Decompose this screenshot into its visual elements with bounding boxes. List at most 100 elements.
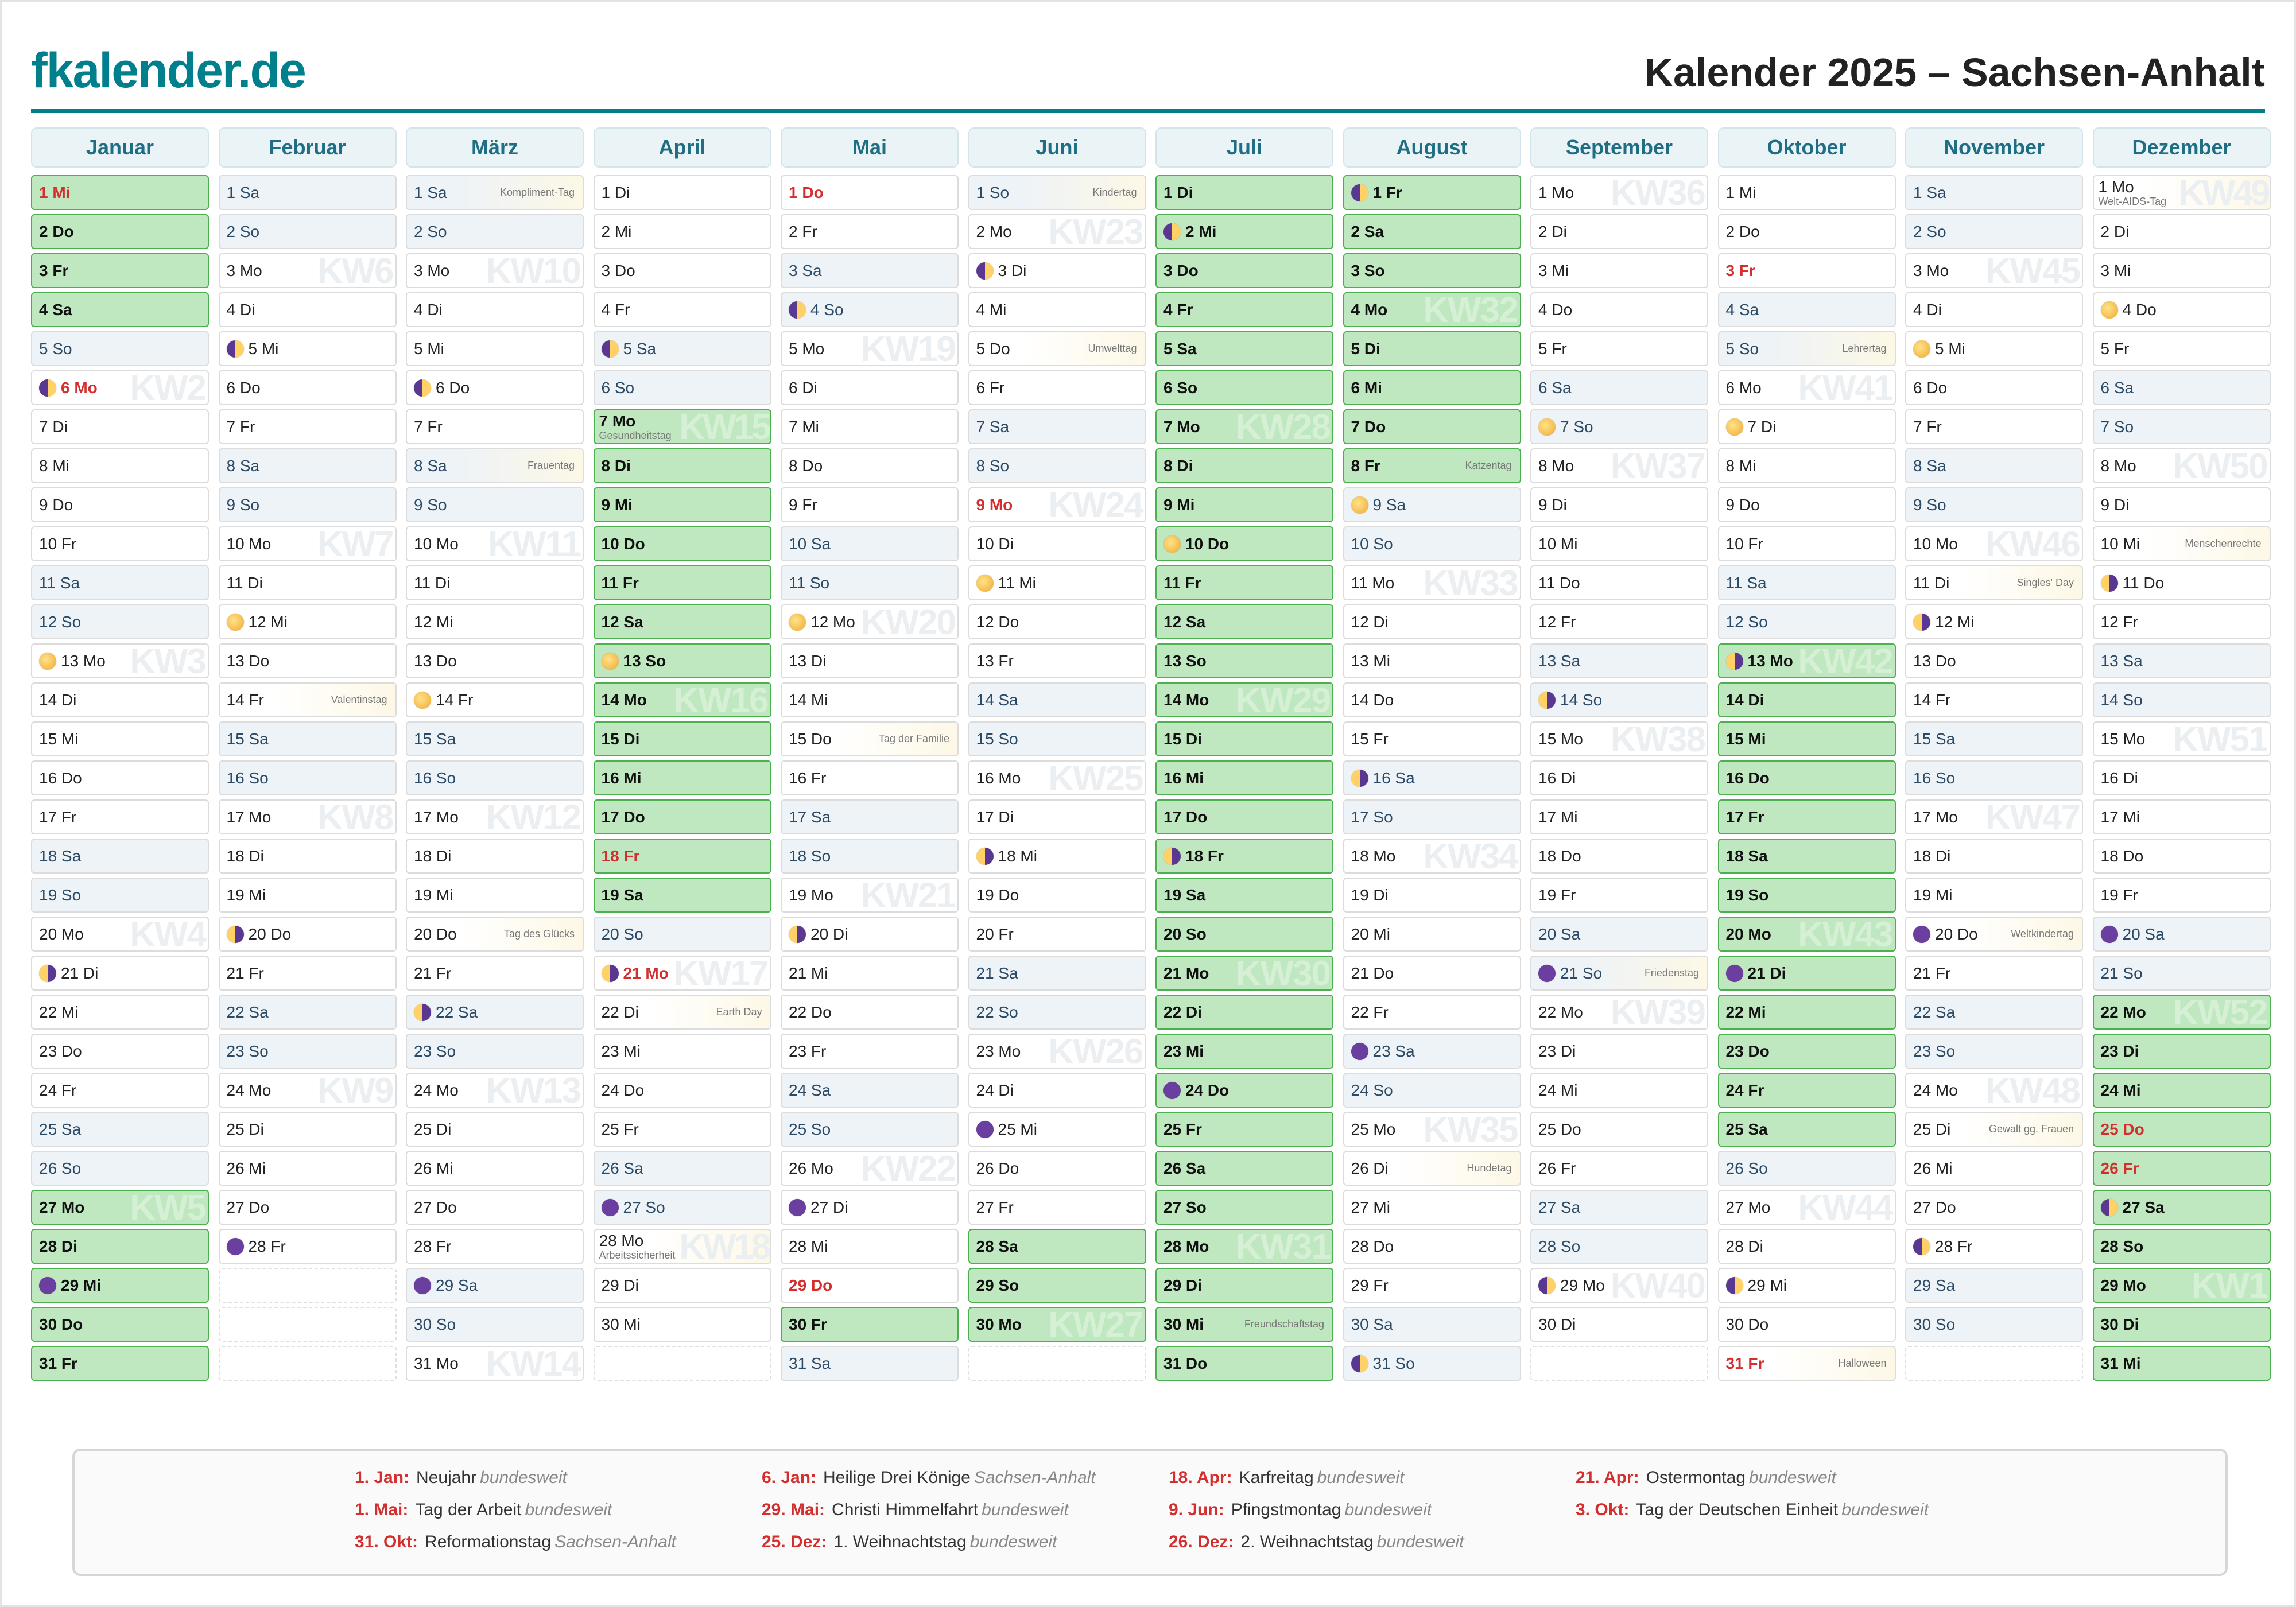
day-cell[interactable]: 17 Di	[968, 799, 1146, 834]
day-cell[interactable]: 28 So	[2092, 1229, 2271, 1264]
day-cell[interactable]: 13 Do	[406, 643, 584, 678]
day-cell[interactable]: 12 Do	[968, 604, 1146, 639]
day-cell[interactable]: 9 Mi	[593, 487, 771, 522]
day-cell[interactable]: 8 Mo KW50	[2092, 448, 2271, 483]
day-cell[interactable]: 10 Fr	[31, 526, 209, 561]
day-cell[interactable]: 22 Di Earth Day	[593, 995, 771, 1030]
day-cell[interactable]: 4 Di	[406, 292, 584, 327]
day-cell[interactable]: 19 Mo KW21	[781, 878, 959, 913]
day-cell[interactable]: 16 Di	[1530, 760, 1708, 795]
day-cell[interactable]: 5 Fr	[1530, 331, 1708, 366]
day-cell[interactable]: 7 Di	[31, 409, 209, 444]
day-cell[interactable]: 16 Mo KW25	[968, 760, 1146, 795]
day-cell[interactable]: 26 Sa	[593, 1151, 771, 1186]
day-cell[interactable]: 25 Mi	[968, 1112, 1146, 1147]
day-cell[interactable]: 3 Fr	[1717, 253, 1896, 288]
day-cell[interactable]: 22 Mo KW52	[2092, 995, 2271, 1030]
day-cell[interactable]: 2 Fr	[781, 214, 959, 249]
day-cell[interactable]: 27 Mi	[1343, 1190, 1521, 1225]
day-cell[interactable]: 15 Mo KW51	[2092, 721, 2271, 756]
day-cell[interactable]: 5 Mi	[218, 331, 397, 366]
day-cell[interactable]: 9 So	[406, 487, 584, 522]
day-cell[interactable]: 3 Mo KW45	[1905, 253, 2083, 288]
day-cell[interactable]: 22 So	[968, 995, 1146, 1030]
day-cell[interactable]: 23 Do	[31, 1034, 209, 1069]
day-cell[interactable]: 5 Sa	[593, 331, 771, 366]
day-cell[interactable]: 4 Do	[2092, 292, 2271, 327]
day-cell[interactable]: 9 Fr	[781, 487, 959, 522]
day-cell[interactable]: 14 Fr Valentinstag	[218, 682, 397, 717]
day-cell[interactable]: 16 Do	[1717, 760, 1896, 795]
day-cell[interactable]: 10 Do	[1155, 526, 1333, 561]
day-cell[interactable]: 23 So	[218, 1034, 397, 1069]
day-cell[interactable]: 23 Di	[2092, 1034, 2271, 1069]
day-cell[interactable]: 7 Mo KW15 Gesundheitstag	[593, 409, 771, 444]
day-cell[interactable]: 25 Do	[2092, 1112, 2271, 1147]
day-cell[interactable]: 30 Sa	[1343, 1307, 1521, 1342]
day-cell[interactable]: 11 Di	[218, 565, 397, 600]
day-cell[interactable]: 21 Mi	[781, 956, 959, 991]
day-cell[interactable]: 21 So Friedenstag	[1530, 956, 1708, 991]
day-cell[interactable]: 26 Fr	[2092, 1151, 2271, 1186]
day-cell[interactable]: 28 So	[1530, 1229, 1708, 1264]
day-cell[interactable]: 14 Mo KW29	[1155, 682, 1333, 717]
day-cell[interactable]: 5 So Lehrertag	[1717, 331, 1896, 366]
day-cell[interactable]: 29 Mo KW1	[2092, 1268, 2271, 1303]
day-cell[interactable]: 31 Sa	[781, 1346, 959, 1381]
day-cell[interactable]: 6 Do	[1905, 370, 2083, 405]
day-cell[interactable]: 24 Sa	[781, 1073, 959, 1108]
day-cell[interactable]: 26 Mo KW22	[781, 1151, 959, 1186]
day-cell[interactable]: 17 Fr	[1717, 799, 1896, 834]
day-cell[interactable]: 6 Mo KW2	[31, 370, 209, 405]
day-cell[interactable]: 24 Do	[593, 1073, 771, 1108]
day-cell[interactable]: 18 Mi	[968, 839, 1146, 874]
day-cell[interactable]: 27 Sa	[2092, 1190, 2271, 1225]
day-cell[interactable]: 6 Sa	[2092, 370, 2271, 405]
day-cell[interactable]: 24 Di	[968, 1073, 1146, 1108]
day-cell[interactable]: 21 Di	[1717, 956, 1896, 991]
day-cell[interactable]: 22 Sa	[218, 995, 397, 1030]
day-cell[interactable]: 6 Sa	[1530, 370, 1708, 405]
day-cell[interactable]: 12 So	[31, 604, 209, 639]
day-cell[interactable]: 8 Mi	[31, 448, 209, 483]
day-cell[interactable]: 19 Mi	[406, 878, 584, 913]
day-cell[interactable]: 28 Do	[1343, 1229, 1521, 1264]
day-cell[interactable]: 30 Do	[31, 1307, 209, 1342]
day-cell[interactable]: 20 Sa	[2092, 917, 2271, 952]
day-cell[interactable]: 19 Sa	[1155, 878, 1333, 913]
day-cell[interactable]: 21 Fr	[406, 956, 584, 991]
day-cell[interactable]: 5 Mo KW19	[781, 331, 959, 366]
day-cell[interactable]: 18 Sa	[31, 839, 209, 874]
day-cell[interactable]: 18 Sa	[1717, 839, 1896, 874]
day-cell[interactable]: 9 Di	[2092, 487, 2271, 522]
day-cell[interactable]: 19 Fr	[1530, 878, 1708, 913]
day-cell[interactable]: 2 Mi	[593, 214, 771, 249]
day-cell[interactable]: 15 Di	[1155, 721, 1333, 756]
day-cell[interactable]: 26 Sa	[1155, 1151, 1333, 1186]
day-cell[interactable]: 17 Mi	[1530, 799, 1708, 834]
day-cell[interactable]: 19 Sa	[593, 878, 771, 913]
day-cell[interactable]: 27 So	[1155, 1190, 1333, 1225]
day-cell[interactable]: 30 Mi Freundschaftstag	[1155, 1307, 1333, 1342]
day-cell[interactable]: 22 Sa	[406, 995, 584, 1030]
day-cell[interactable]: 8 Fr Katzentag	[1343, 448, 1521, 483]
day-cell[interactable]: 2 Di	[1530, 214, 1708, 249]
day-cell[interactable]: 19 So	[1717, 878, 1896, 913]
day-cell[interactable]: 22 Di	[1155, 995, 1333, 1030]
day-cell[interactable]: 27 Do	[1905, 1190, 2083, 1225]
day-cell[interactable]: 31 Fr Halloween	[1717, 1346, 1896, 1381]
day-cell[interactable]: 28 Mo KW31	[1155, 1229, 1333, 1264]
day-cell[interactable]: 20 Sa	[1530, 917, 1708, 952]
day-cell[interactable]: 10 Mo KW11	[406, 526, 584, 561]
day-cell[interactable]: 20 Do Tag des Glücks	[406, 917, 584, 952]
day-cell[interactable]: 4 Sa	[31, 292, 209, 327]
day-cell[interactable]: 10 Di	[968, 526, 1146, 561]
day-cell[interactable]: 23 Fr	[781, 1034, 959, 1069]
day-cell[interactable]: 12 Mo KW20	[781, 604, 959, 639]
day-cell[interactable]: 25 Mo KW35	[1343, 1112, 1521, 1147]
day-cell[interactable]: 10 Mo KW7	[218, 526, 397, 561]
day-cell[interactable]: 16 So	[218, 760, 397, 795]
day-cell[interactable]: 14 So	[1530, 682, 1708, 717]
day-cell[interactable]: 13 Sa	[2092, 643, 2271, 678]
day-cell[interactable]: 9 Do	[1717, 487, 1896, 522]
